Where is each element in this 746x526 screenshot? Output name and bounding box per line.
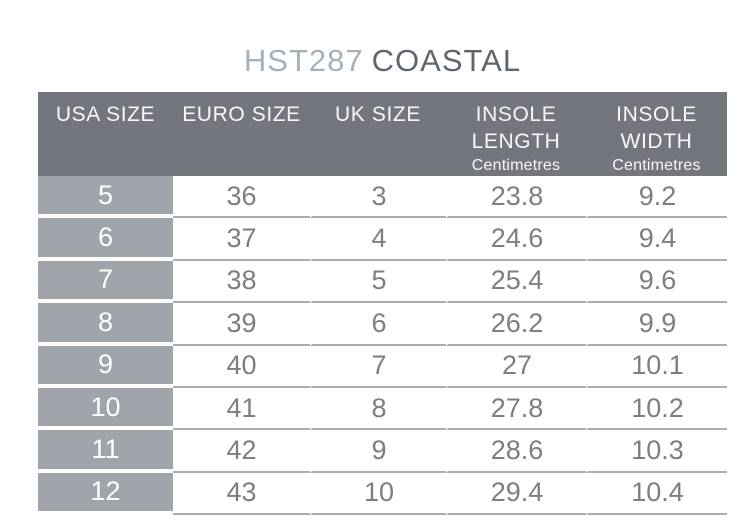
cell-usa-size: 8 [38,303,173,346]
cell-insole-width: 9.9 [586,303,727,346]
table-header: USA SIZE EURO SIZE UK SIZE INSOLE LENGTH… [38,92,727,176]
cell-uk-size: 10 [310,472,446,515]
size-chart-table: USA SIZE EURO SIZE UK SIZE INSOLE LENGTH… [38,92,727,515]
cell-usa-size: 11 [38,430,173,473]
cell-usa-size: 6 [38,218,173,261]
header-label: EURO SIZE [182,103,301,126]
header-usa-size: USA SIZE [38,92,173,176]
cell-euro-size: 40 [173,345,310,388]
header-uk-size: UK SIZE [310,92,446,176]
cell-euro-size: 39 [173,303,310,346]
cell-insole-width: 10.1 [586,345,727,388]
cell-uk-size: 4 [310,218,446,261]
cell-usa-size: 10 [38,387,173,431]
header-insole-width: INSOLE WIDTH Centimetres [586,92,727,176]
header-unit-label: Centimetres [471,157,561,174]
table-row: 9 40 7 27 10.1 [38,345,727,388]
cell-uk-size: 3 [310,176,446,219]
cell-euro-size: 38 [173,260,310,304]
cell-uk-size: 8 [310,387,446,431]
cell-uk-size: 5 [310,260,446,304]
cell-insole-width: 9.6 [586,260,727,304]
table-row: 6 37 4 24.6 9.4 [38,218,727,261]
cell-uk-size: 9 [310,430,446,473]
header-label: USA SIZE [55,103,156,126]
cell-uk-size: 6 [310,303,446,346]
cell-insole-length: 26.2 [446,303,586,346]
cell-usa-size: 12 [38,472,173,515]
cell-insole-width: 9.4 [586,218,727,261]
cell-euro-size: 42 [173,430,310,473]
cell-insole-width: 10.3 [586,430,727,473]
header-label-line2: LENGTH [471,130,561,153]
cell-insole-width: 10.2 [586,387,727,431]
cell-insole-length: 27.8 [446,387,586,431]
header-euro-size: EURO SIZE [173,92,310,176]
cell-euro-size: 43 [173,472,310,515]
table-row: 8 39 6 26.2 9.9 [38,303,727,346]
table-row: 10 41 8 27.8 10.2 [38,387,727,431]
cell-insole-length: 24.6 [446,218,586,261]
cell-insole-length: 23.8 [446,176,586,219]
cell-insole-width: 9.2 [586,176,727,219]
cell-insole-length: 27 [446,345,586,388]
header-insole-length: INSOLE LENGTH Centimetres [446,92,586,176]
header-label-line2: WIDTH [620,130,693,153]
cell-euro-size: 36 [173,176,310,219]
product-name: COASTAL [371,43,522,78]
header-label-line1: INSOLE [475,103,557,126]
cell-euro-size: 41 [173,387,310,431]
header-unit-label: Centimetres [612,157,701,174]
product-code: HST287 [243,43,364,78]
cell-uk-size: 7 [310,345,446,388]
table-row: 7 38 5 25.4 9.6 [38,260,727,304]
cell-insole-width: 10.4 [586,472,727,515]
header-label: UK SIZE [335,103,421,126]
cell-usa-size: 5 [38,176,173,219]
cell-insole-length: 25.4 [446,260,586,304]
table-row: 11 42 9 28.6 10.3 [38,430,727,473]
cell-usa-size: 9 [38,345,173,388]
table-body: 5 36 3 23.8 9.2 6 37 4 24.6 9.4 7 38 5 25.4 9.6 8 39 6 26.… [38,176,727,515]
table-row: 5 36 3 23.8 9.2 [38,176,727,219]
page-title: HST287 COASTAL [38,43,727,79]
cell-insole-length: 29.4 [446,472,586,515]
cell-euro-size: 37 [173,218,310,261]
cell-usa-size: 7 [38,260,173,304]
table-row: 12 43 10 29.4 10.4 [38,472,727,515]
header-label-line1: INSOLE [616,103,697,126]
cell-insole-length: 28.6 [446,430,586,473]
